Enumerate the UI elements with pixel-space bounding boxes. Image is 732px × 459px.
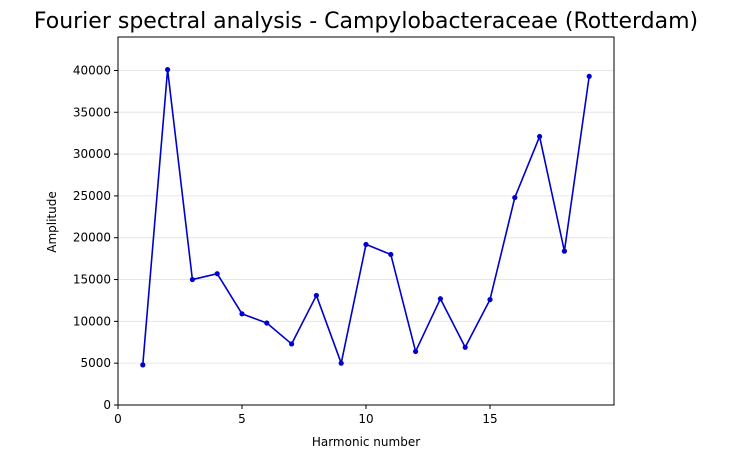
chart-title: Fourier spectral analysis - Campylobacte… [34, 9, 698, 34]
data-point [239, 311, 245, 317]
data-points [140, 67, 592, 368]
data-point [413, 348, 419, 355]
data-point [264, 320, 270, 326]
y-tick-label: 35000 [73, 105, 111, 119]
x-axis-ticks: 0 5 10 15 [114, 405, 498, 426]
data-point [214, 271, 220, 277]
data-point [363, 241, 369, 248]
x-tick-label: 10 [358, 412, 373, 426]
data-point [289, 341, 295, 347]
data-point [140, 362, 146, 368]
x-tick-label: 5 [238, 412, 246, 426]
series-line [142, 68, 590, 365]
plot-frame [117, 36, 615, 406]
x-tick-label: 0 [114, 412, 122, 426]
data-point [165, 67, 171, 73]
y-tick-label: 5000 [80, 356, 111, 370]
data-point [388, 251, 394, 258]
y-axis-label: Amplitude [45, 191, 59, 253]
y-tick-label: 25000 [73, 189, 111, 203]
data-point [512, 194, 518, 201]
y-tick-label: 10000 [73, 314, 111, 328]
grid-lines [118, 69, 614, 406]
data-point [537, 133, 543, 140]
data-point [437, 296, 443, 302]
data-point [487, 297, 493, 303]
y-tick-label: 30000 [73, 147, 111, 161]
data-point [586, 73, 592, 79]
data-point [561, 248, 568, 254]
y-tick-label: 20000 [73, 231, 111, 245]
y-tick-label: 15000 [73, 273, 111, 287]
y-axis-ticks: 0 5000 10000 15000 20000 25000 30000 35000 40000 [73, 63, 118, 412]
data-point [189, 276, 195, 283]
y-tick-label: 0 [103, 398, 111, 412]
x-tick-label: 15 [482, 412, 497, 426]
x-axis-label: Harmonic number [312, 435, 420, 449]
data-point [338, 360, 344, 366]
data-point [462, 344, 468, 350]
y-tick-label: 40000 [73, 63, 111, 77]
data-point [313, 292, 319, 299]
